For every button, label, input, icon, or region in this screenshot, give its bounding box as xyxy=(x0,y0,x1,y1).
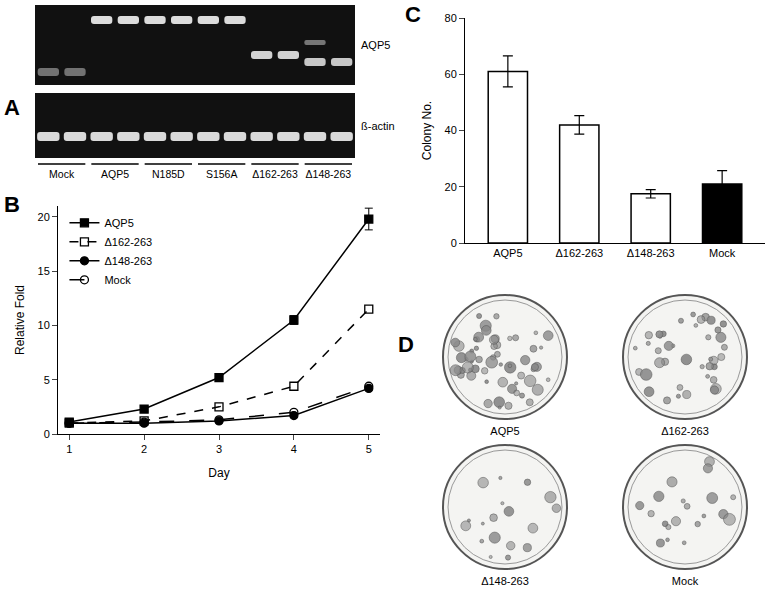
svg-text:4: 4 xyxy=(291,443,297,455)
svg-text:Relative Fold: Relative Fold xyxy=(13,285,27,355)
svg-text:Mock: Mock xyxy=(709,247,736,259)
svg-text:2: 2 xyxy=(141,443,147,455)
svg-text:AQP5: AQP5 xyxy=(104,217,133,229)
svg-text:Δ148-263: Δ148-263 xyxy=(104,255,152,267)
svg-text:0: 0 xyxy=(44,428,50,440)
svg-text:10: 10 xyxy=(38,319,50,331)
svg-text:AQP5: AQP5 xyxy=(490,425,519,437)
svg-text:5: 5 xyxy=(44,374,50,386)
svg-text:AQP5: AQP5 xyxy=(101,168,129,180)
svg-text:Δ148-263: Δ148-263 xyxy=(627,247,675,259)
svg-text:1: 1 xyxy=(66,443,72,455)
svg-text:AQP5: AQP5 xyxy=(361,39,390,51)
svg-text:Δ162-263: Δ162-263 xyxy=(104,236,152,248)
svg-text:3: 3 xyxy=(216,443,222,455)
svg-text:S156A: S156A xyxy=(206,168,238,180)
svg-text:Mock: Mock xyxy=(672,575,699,587)
svg-text:20: 20 xyxy=(445,181,457,193)
svg-text:AQP5: AQP5 xyxy=(493,247,522,259)
svg-text:Δ162-263: Δ162-263 xyxy=(661,425,709,437)
svg-text:Day: Day xyxy=(208,466,229,480)
html-text:D: D xyxy=(398,332,414,357)
svg-text:N185D: N185D xyxy=(152,168,185,180)
svg-text:20: 20 xyxy=(38,211,50,223)
svg-text:40: 40 xyxy=(445,124,457,136)
html-text:C: C xyxy=(405,2,421,27)
svg-text:Colony No.: Colony No. xyxy=(420,101,434,160)
svg-text:Δ148-263: Δ148-263 xyxy=(481,575,529,587)
svg-text:Mock: Mock xyxy=(104,274,131,286)
svg-text:Δ162-263: Δ162-263 xyxy=(252,168,298,180)
svg-text:60: 60 xyxy=(445,68,457,80)
html-text:B: B xyxy=(4,192,20,217)
svg-text:ß-actin: ß-actin xyxy=(361,120,395,132)
svg-text:15: 15 xyxy=(38,265,50,277)
svg-text:5: 5 xyxy=(366,443,372,455)
svg-text:0: 0 xyxy=(451,237,457,249)
svg-text:Mock: Mock xyxy=(49,168,75,180)
svg-text:80: 80 xyxy=(445,12,457,24)
svg-text:Δ162-263: Δ162-263 xyxy=(555,247,603,259)
svg-text:Δ148-263: Δ148-263 xyxy=(306,168,352,180)
html-text:A: A xyxy=(4,95,20,120)
